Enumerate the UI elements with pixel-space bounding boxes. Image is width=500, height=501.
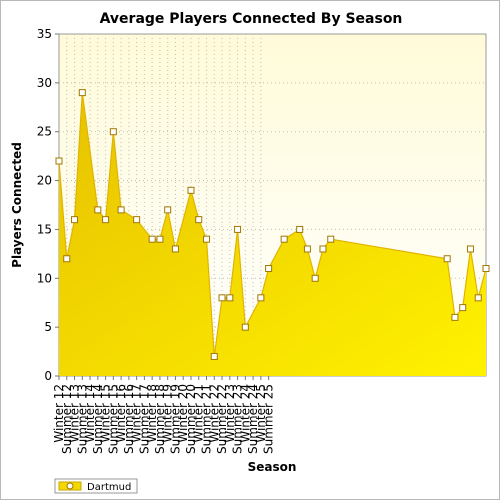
data-point — [133, 216, 141, 224]
data-point — [117, 206, 125, 214]
x-tick-label: Summer 19 — [168, 384, 182, 454]
data-point — [71, 216, 79, 224]
data-point — [226, 294, 234, 302]
x-tick-label: Winter 17 — [130, 384, 144, 443]
y-tick-label: 20 — [37, 174, 52, 188]
y-axis-title: Players Connected — [10, 142, 24, 268]
data-point — [156, 235, 164, 243]
x-tick-label: Winter 15 — [99, 384, 113, 443]
data-point — [234, 225, 242, 233]
y-tick-label: 15 — [37, 222, 52, 236]
data-point — [148, 235, 156, 243]
data-point — [482, 265, 490, 273]
data-point — [280, 235, 288, 243]
x-tick-label: Summer 25 — [262, 384, 276, 454]
y-tick-label: 10 — [37, 271, 52, 285]
data-point — [327, 235, 335, 243]
data-point — [195, 216, 203, 224]
x-tick-label: Summer 13 — [75, 384, 89, 454]
x-tick-label: Summer 22 — [215, 384, 229, 454]
x-tick-label: Summer 12 — [60, 384, 74, 454]
x-tick-label: Winter 16 — [114, 384, 128, 443]
x-tick-label: Winter 21 — [192, 384, 206, 443]
y-tick-label: 5 — [44, 320, 52, 334]
data-point — [187, 186, 195, 194]
y-tick-label: 25 — [37, 125, 52, 139]
x-tick-label: Winter 20 — [176, 384, 190, 443]
data-point — [257, 294, 265, 302]
x-tick-label: Winter 18 — [145, 384, 159, 443]
data-point — [164, 206, 172, 214]
y-axis: 0 5 10 15 20 25 30 35 — [37, 27, 59, 383]
data-point — [241, 323, 249, 331]
x-tick-label: Summer 16 — [122, 384, 136, 454]
y-tick-label: 35 — [37, 27, 52, 41]
data-point — [171, 245, 179, 253]
y-tick-label: 30 — [37, 76, 52, 90]
x-tick-label: Winter 13 — [68, 384, 82, 443]
data-point — [303, 245, 311, 253]
x-tick-label: Winter 22 — [207, 384, 221, 443]
data-point — [210, 352, 218, 360]
x-tick-label: Winter 24 — [238, 384, 252, 443]
data-point — [218, 294, 226, 302]
x-tick-label: Summer 23 — [231, 384, 245, 454]
data-point — [451, 313, 459, 321]
x-tick-label: Winter 23 — [223, 384, 237, 443]
x-tick-label: Summer 24 — [246, 384, 260, 454]
chart-title: Average Players Connected By Season — [100, 11, 403, 27]
data-point — [63, 255, 71, 263]
legend-label: Dartmud — [87, 482, 131, 493]
series-points-layer — [55, 89, 490, 360]
data-point — [319, 245, 327, 253]
data-point — [296, 225, 304, 233]
data-point — [311, 274, 319, 282]
x-tick-label: Summer 18 — [153, 384, 167, 454]
x-tick-label: Summer 14 — [91, 384, 105, 454]
series-area — [59, 92, 486, 376]
x-tick-label: Winter 12 — [52, 384, 66, 443]
data-point — [474, 294, 482, 302]
data-point — [443, 255, 451, 263]
x-axis-title: Season — [248, 460, 297, 474]
x-tick-label: Winter 25 — [254, 384, 268, 443]
data-point — [102, 216, 110, 224]
x-tick-label: Winter 19 — [161, 384, 175, 443]
x-tick-label: Summer 21 — [200, 384, 214, 454]
data-point — [459, 304, 467, 312]
data-point — [109, 128, 117, 136]
legend: Dartmud — [54, 478, 138, 494]
x-tick-label: Summer 20 — [184, 384, 198, 454]
data-point — [55, 157, 63, 165]
x-tick-label: Summer 17 — [137, 384, 151, 454]
y-tick-label: 0 — [44, 369, 52, 383]
x-tick-label: Winter 14 — [83, 384, 97, 443]
legend-marker — [66, 482, 74, 490]
x-tick-label: Summer 15 — [106, 384, 120, 454]
data-point — [265, 265, 273, 273]
data-point — [78, 89, 86, 97]
data-point — [203, 235, 211, 243]
data-point — [466, 245, 474, 253]
data-point — [94, 206, 102, 214]
